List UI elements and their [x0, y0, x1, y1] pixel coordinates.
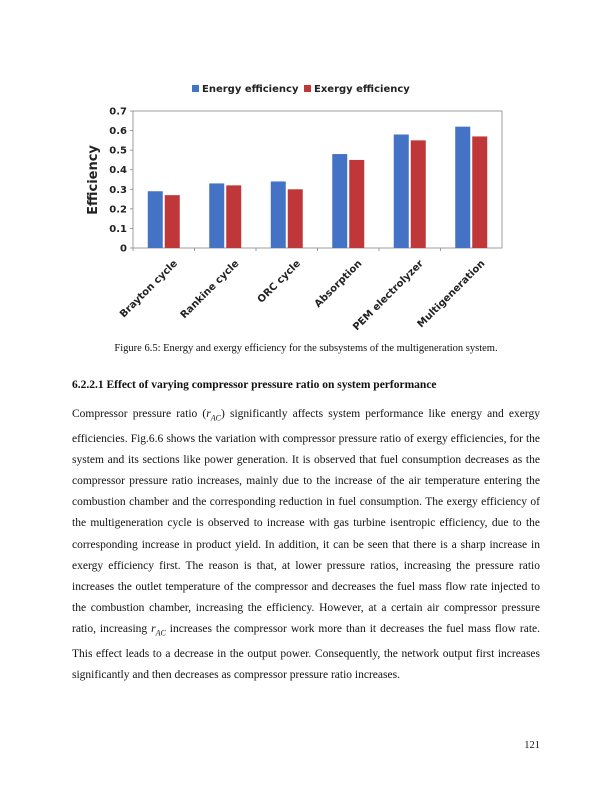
legend-swatch [304, 85, 311, 92]
bar-energy [393, 134, 409, 248]
y-tick-label: 0.4 [109, 165, 127, 176]
y-tick-label: 0.6 [109, 126, 127, 137]
bar-exergy [164, 195, 180, 248]
y-tick-label: 0 [120, 244, 127, 255]
legend-label: Energy efficiency [202, 84, 299, 95]
bar-energy [209, 183, 225, 248]
category-label: Rankine cycle [179, 258, 242, 321]
y-axis-label: Efficiency [86, 145, 101, 215]
category-label: PEM electrolyzer [351, 258, 426, 333]
legend-swatch [192, 85, 199, 92]
y-tick-label: 0.7 [109, 107, 127, 118]
category-label: ORC cycle [256, 258, 303, 305]
page-number: 121 [524, 740, 540, 751]
bar-exergy [410, 140, 426, 248]
y-tick-label: 0.1 [109, 224, 127, 235]
legend-label: Exergy efficiency [314, 84, 410, 95]
figure-caption: Figure 6.5: Energy and exergy efficiency… [114, 343, 498, 354]
bar-exergy [287, 189, 303, 248]
y-tick-label: 0.3 [109, 185, 127, 196]
bar-energy [332, 154, 348, 248]
paragraph-text-b: ) significantly affects system performan… [72, 408, 540, 636]
category-label: Multigeneration [416, 258, 488, 330]
ratio-subscript: AC [210, 413, 221, 423]
category-label: Absorption [313, 258, 365, 310]
y-tick-label: 0.2 [109, 204, 127, 215]
plot-area [132, 110, 503, 249]
bar-energy [270, 181, 286, 248]
ratio-symbol-2: r [151, 623, 156, 636]
ratio-symbol: r [206, 408, 211, 420]
category-label: Brayton cycle [118, 258, 180, 320]
bar-energy [147, 191, 163, 248]
section-heading: 6.2.2.1 Effect of varying compressor pre… [72, 379, 437, 391]
body-paragraph: Compressor pressure ratio (rAC) signific… [72, 404, 540, 686]
y-tick-label: 0.5 [109, 146, 127, 157]
bar-exergy [349, 159, 365, 248]
efficiency-bar-chart: 0 0.1 0.2 0.3 0.4 0.5 0.6 0.7 Efficiency Brayton … [86, 84, 503, 333]
ratio-subscript-2: AC [155, 628, 166, 638]
bar-exergy [472, 136, 488, 248]
bar-energy [455, 126, 471, 248]
bar-exergy [226, 185, 242, 248]
paragraph-text-a: Compressor pressure ratio ( [72, 408, 207, 420]
paragraph-text-c: increases the compressor work more than … [72, 623, 540, 682]
